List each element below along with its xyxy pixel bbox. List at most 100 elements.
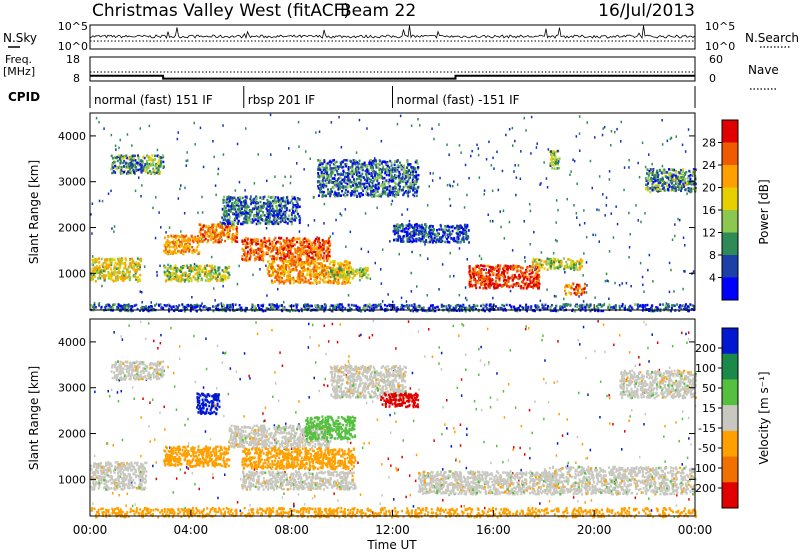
heat-speckle xyxy=(524,256,526,259)
heat-cell xyxy=(331,190,334,193)
heat-cell xyxy=(506,271,509,275)
heat-cell xyxy=(172,267,174,271)
heat-cell xyxy=(355,171,358,174)
heat-cell xyxy=(532,286,535,290)
heat-cell xyxy=(128,274,131,277)
heat-cell xyxy=(504,275,507,278)
heat-cell xyxy=(252,198,255,201)
heat-cell xyxy=(413,239,416,243)
heat-cell xyxy=(299,248,301,251)
heat-cell xyxy=(241,205,244,208)
heat-cell xyxy=(337,188,340,191)
heat-cell xyxy=(296,280,299,283)
heat-cell xyxy=(280,245,283,248)
heat-cell xyxy=(469,273,472,277)
heat-cell xyxy=(232,234,235,237)
heat-cell xyxy=(116,271,119,274)
heat-cell xyxy=(490,265,493,269)
heat-cell xyxy=(338,184,341,188)
heat-speckle xyxy=(536,142,538,145)
heat-cell xyxy=(462,227,465,231)
heat-cell xyxy=(209,265,212,268)
heat-speckle xyxy=(391,199,394,203)
heat-cell xyxy=(235,198,238,202)
heat-cell xyxy=(365,165,368,169)
heat-cell xyxy=(483,283,486,287)
heat-cell xyxy=(291,195,294,198)
heat-cell xyxy=(137,262,140,265)
heat-cell xyxy=(488,279,491,282)
heat-cell xyxy=(360,168,363,171)
heat-speckle xyxy=(313,219,316,222)
heat-cell xyxy=(308,242,311,246)
heat-cell xyxy=(366,169,369,173)
heat-cell xyxy=(298,219,301,222)
heat-cell xyxy=(270,281,273,284)
heat-cell xyxy=(332,260,335,263)
heat-cell xyxy=(531,281,534,284)
heat-cell xyxy=(401,238,404,241)
heat-cell xyxy=(464,227,467,231)
heat-cell xyxy=(246,204,249,207)
heat-cell xyxy=(459,230,461,234)
heat-cell xyxy=(321,168,324,171)
noise-traces xyxy=(89,25,695,42)
heat-cell xyxy=(337,278,340,282)
heat-speckle xyxy=(675,135,677,138)
heat-cell xyxy=(228,229,231,233)
heat-cell xyxy=(442,231,445,234)
heat-cell xyxy=(338,177,340,180)
heat-cell xyxy=(183,235,186,239)
heat-cell xyxy=(422,227,425,231)
heat-cell xyxy=(203,274,206,277)
heat-cell xyxy=(120,277,122,281)
heat-cell xyxy=(339,274,342,277)
heat-cell xyxy=(204,237,207,241)
heat-cell xyxy=(419,229,422,233)
heat-speckle xyxy=(186,159,189,162)
heat-cell xyxy=(497,273,500,277)
heat-cell xyxy=(456,224,459,228)
heat-cell xyxy=(253,258,256,261)
heat-cell xyxy=(453,226,456,230)
heat-cell xyxy=(268,274,271,277)
heat-cell xyxy=(370,185,373,189)
heat-cell xyxy=(235,227,238,231)
heat-cell xyxy=(350,272,353,275)
heat-cell xyxy=(212,272,215,275)
heat-cell xyxy=(223,215,226,218)
heat-cell xyxy=(313,245,316,249)
heat-cell xyxy=(236,232,238,236)
heat-speckle xyxy=(684,150,687,153)
heat-cell xyxy=(103,274,106,277)
heat-cell xyxy=(516,267,519,270)
heat-cell xyxy=(116,274,119,278)
heat-cell xyxy=(174,248,177,251)
heat-cell xyxy=(369,193,372,196)
heat-cell xyxy=(194,235,197,239)
heat-speckle xyxy=(489,219,492,223)
heat-speckle xyxy=(269,113,272,117)
heat-cell xyxy=(417,233,420,236)
heat-cell xyxy=(112,171,115,174)
heat-cell xyxy=(339,165,342,168)
heat-cell xyxy=(307,256,310,259)
heat-cell xyxy=(463,231,466,234)
heat-cell xyxy=(298,241,301,245)
heat-speckle xyxy=(393,308,395,311)
heat-cell xyxy=(463,223,466,227)
heat-cell xyxy=(382,190,384,193)
heat-cell xyxy=(133,171,136,174)
heat-cell xyxy=(358,177,361,180)
heat-cell xyxy=(370,165,373,169)
heat-cell xyxy=(344,259,347,263)
heat-cell xyxy=(277,204,280,207)
heat-cell xyxy=(294,263,297,267)
heat-cell xyxy=(348,273,351,277)
heat-cell xyxy=(297,261,300,264)
heat-cell xyxy=(157,170,160,174)
heat-speckle xyxy=(586,284,588,287)
heat-cell xyxy=(433,239,435,242)
heat-speckle xyxy=(566,197,568,201)
heat-cell xyxy=(237,212,240,216)
